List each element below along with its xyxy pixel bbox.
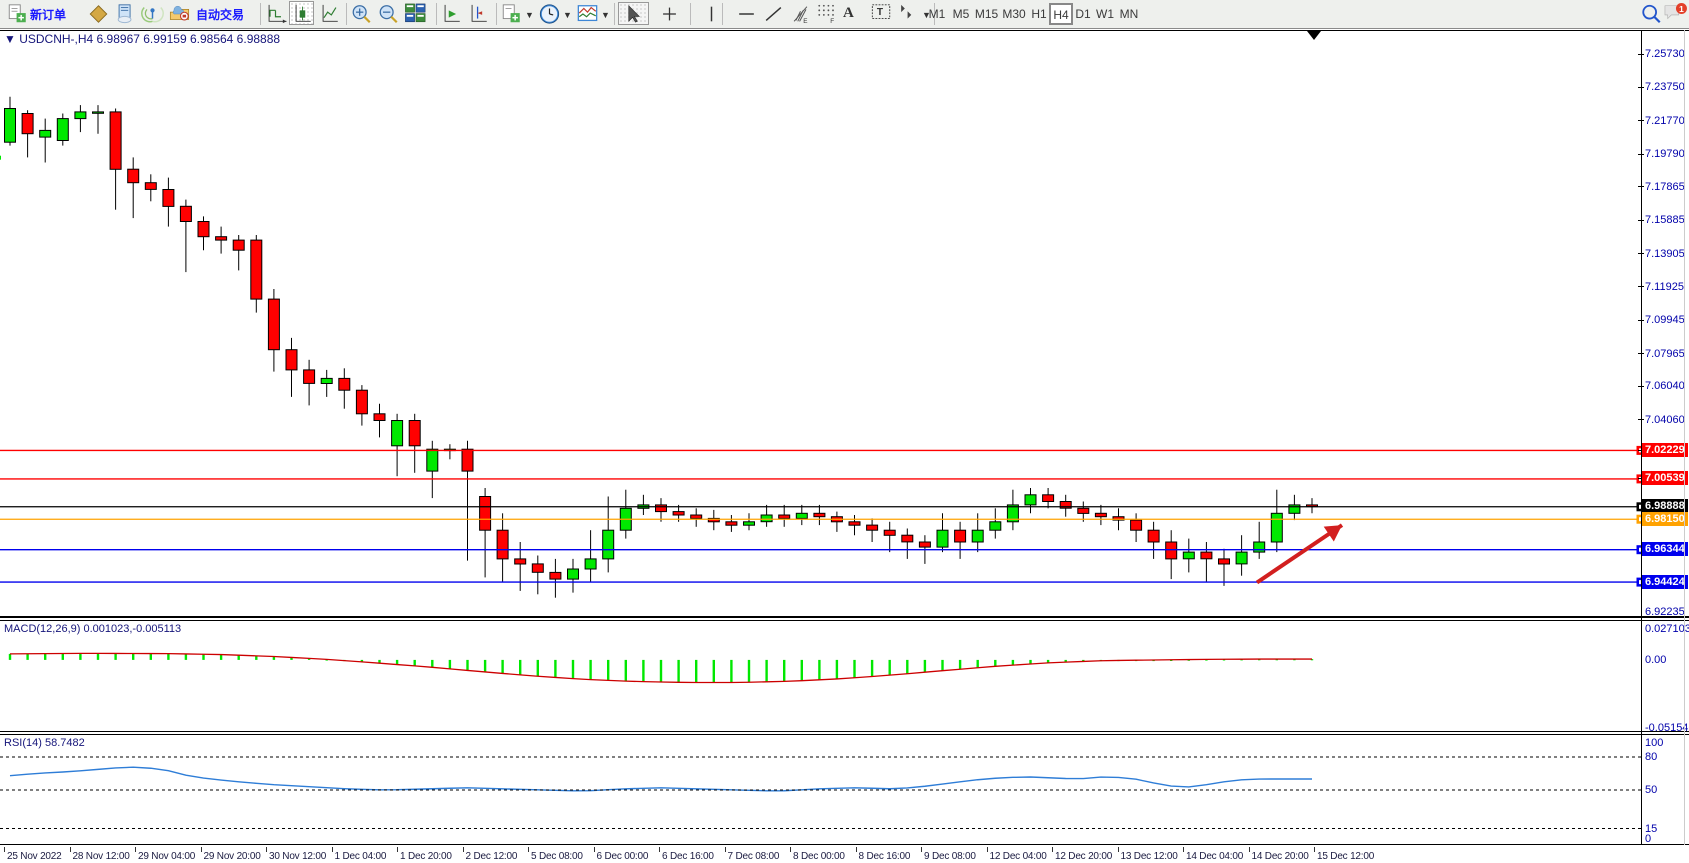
svg-text:1: 1 <box>1679 4 1684 14</box>
svg-text:T: T <box>877 7 884 18</box>
svg-text:F: F <box>830 18 834 25</box>
svg-text:E: E <box>803 18 807 25</box>
